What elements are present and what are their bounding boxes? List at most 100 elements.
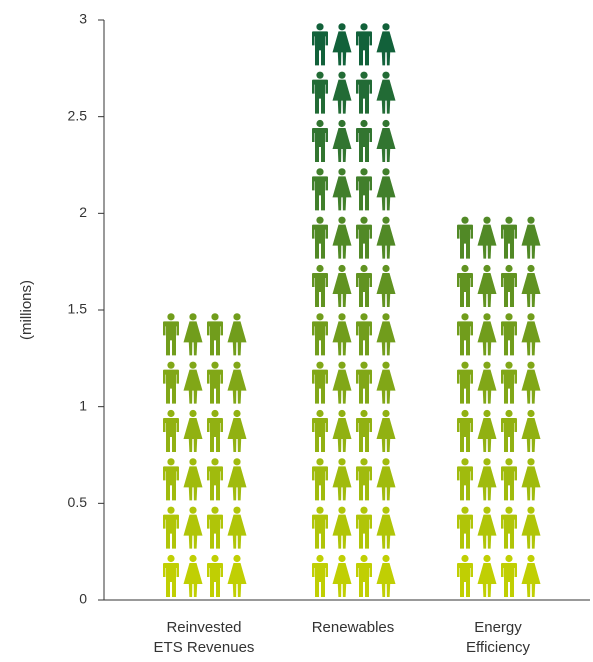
man-icon xyxy=(457,264,473,307)
man-icon xyxy=(501,554,517,597)
woman-icon xyxy=(376,71,396,114)
woman-icon xyxy=(477,409,497,452)
man-icon xyxy=(207,361,223,404)
man-icon xyxy=(207,409,223,452)
woman-icon xyxy=(376,23,396,66)
man-icon xyxy=(501,409,517,452)
woman-icon xyxy=(183,554,203,597)
woman-icon xyxy=(521,554,541,597)
man-icon xyxy=(356,264,372,307)
bar-column xyxy=(457,216,541,597)
woman-icon xyxy=(227,554,247,597)
woman-icon xyxy=(521,361,541,404)
man-icon xyxy=(312,506,328,549)
man-icon xyxy=(312,264,328,307)
woman-icon xyxy=(376,506,396,549)
man-icon xyxy=(312,71,328,114)
woman-icon xyxy=(332,71,352,114)
woman-icon xyxy=(376,361,396,404)
woman-icon xyxy=(332,216,352,259)
y-tick-label: 0.5 xyxy=(68,494,88,510)
man-icon xyxy=(501,313,517,356)
woman-icon xyxy=(376,409,396,452)
woman-icon xyxy=(227,361,247,404)
woman-icon xyxy=(376,264,396,307)
woman-icon xyxy=(477,458,497,501)
woman-icon xyxy=(332,458,352,501)
y-tick-label: 2 xyxy=(79,204,87,220)
woman-icon xyxy=(183,506,203,549)
woman-icon xyxy=(227,409,247,452)
man-icon xyxy=(207,458,223,501)
woman-icon xyxy=(521,458,541,501)
man-icon xyxy=(312,23,328,66)
woman-icon xyxy=(332,506,352,549)
woman-icon xyxy=(376,313,396,356)
man-icon xyxy=(312,361,328,404)
woman-icon xyxy=(521,409,541,452)
man-icon xyxy=(356,361,372,404)
man-icon xyxy=(312,458,328,501)
woman-icon xyxy=(477,506,497,549)
man-icon xyxy=(312,409,328,452)
woman-icon xyxy=(477,313,497,356)
y-axis-label: (millions) xyxy=(18,280,35,340)
woman-icon xyxy=(521,506,541,549)
man-icon xyxy=(501,216,517,259)
x-category-label: Reinvested ETS Revenues xyxy=(154,619,255,656)
woman-icon xyxy=(183,458,203,501)
man-icon xyxy=(457,409,473,452)
man-icon xyxy=(207,313,223,356)
woman-icon xyxy=(376,554,396,597)
woman-icon xyxy=(332,361,352,404)
woman-icon xyxy=(521,216,541,259)
man-icon xyxy=(457,216,473,259)
woman-icon xyxy=(332,168,352,211)
man-icon xyxy=(312,119,328,162)
man-icon xyxy=(163,409,179,452)
woman-icon xyxy=(477,554,497,597)
woman-icon xyxy=(332,23,352,66)
man-icon xyxy=(207,554,223,597)
man-icon xyxy=(356,71,372,114)
man-icon xyxy=(457,361,473,404)
man-icon xyxy=(457,506,473,549)
woman-icon xyxy=(376,168,396,211)
man-icon xyxy=(356,168,372,211)
man-icon xyxy=(356,313,372,356)
man-icon xyxy=(163,361,179,404)
woman-icon xyxy=(376,216,396,259)
axes: 0 0.5 1 1.5 2 2.5 3 Reinvested ETS Revenues Renew… xyxy=(68,11,590,656)
woman-icon xyxy=(477,264,497,307)
woman-icon xyxy=(183,313,203,356)
woman-icon xyxy=(227,506,247,549)
y-tick-label: 3 xyxy=(79,11,87,27)
y-tick-label: 1.5 xyxy=(68,301,88,317)
man-icon xyxy=(207,506,223,549)
x-category-label: Energy Efficiency xyxy=(466,619,530,656)
x-category-label: Renewables xyxy=(312,619,395,636)
man-icon xyxy=(312,216,328,259)
man-icon xyxy=(312,313,328,356)
woman-icon xyxy=(332,554,352,597)
icon-columns xyxy=(163,23,541,597)
man-icon xyxy=(163,554,179,597)
woman-icon xyxy=(521,264,541,307)
y-tick-label: 0 xyxy=(79,591,87,607)
bar-column xyxy=(312,23,396,597)
man-icon xyxy=(356,119,372,162)
woman-icon xyxy=(332,264,352,307)
man-icon xyxy=(163,506,179,549)
man-icon xyxy=(457,554,473,597)
man-icon xyxy=(163,458,179,501)
y-tick-label: 2.5 xyxy=(68,107,88,123)
woman-icon xyxy=(332,409,352,452)
woman-icon xyxy=(183,409,203,452)
man-icon xyxy=(312,554,328,597)
woman-icon xyxy=(521,313,541,356)
man-icon xyxy=(356,458,372,501)
man-icon xyxy=(356,216,372,259)
man-icon xyxy=(356,554,372,597)
man-icon xyxy=(356,506,372,549)
